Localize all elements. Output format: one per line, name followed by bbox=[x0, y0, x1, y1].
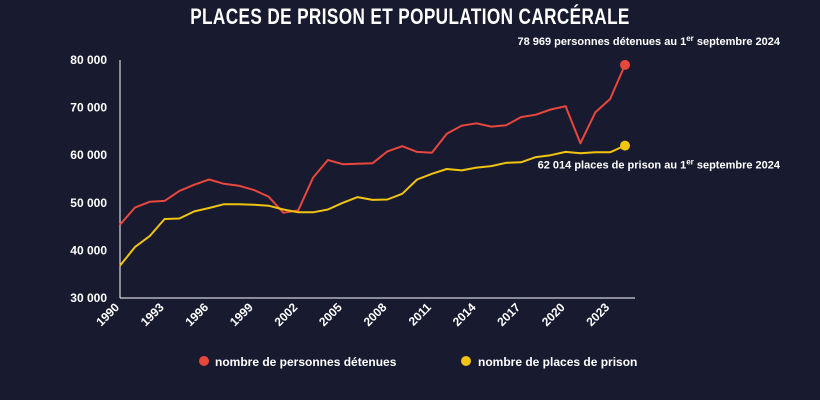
x-tick-label: 2014 bbox=[450, 300, 479, 329]
legend-marker-detenus bbox=[199, 356, 209, 366]
y-tick-label: 60 000 bbox=[70, 148, 107, 162]
legend: nombre de personnes détenues nombre de p… bbox=[199, 355, 637, 369]
legend-label-places: nombre de places de prison bbox=[478, 355, 637, 369]
x-tick-label: 2002 bbox=[272, 300, 301, 329]
annotation-layer: 78 969 personnes détenues au 1er septemb… bbox=[517, 34, 780, 172]
series-line-0 bbox=[119, 64, 626, 226]
annotation-1: 62 014 places de prison au 1er septembre… bbox=[538, 158, 781, 172]
x-tick-label: 2011 bbox=[406, 300, 435, 329]
x-tick-label: 2017 bbox=[494, 300, 523, 329]
y-tick-label: 40 000 bbox=[70, 243, 107, 257]
y-tick-label: 70 000 bbox=[70, 101, 107, 115]
x-tick-label: 1993 bbox=[138, 300, 167, 329]
series-end-point-0 bbox=[620, 59, 630, 70]
series-line-1 bbox=[119, 144, 626, 267]
y-tick-label: 80 000 bbox=[70, 53, 107, 67]
y-tick-label: 50 000 bbox=[70, 196, 107, 210]
annotation-0: 78 969 personnes détenues au 1er septemb… bbox=[517, 34, 780, 48]
x-tick-label: 2005 bbox=[316, 300, 345, 329]
series-end-point-1 bbox=[620, 140, 630, 151]
chart-title: PLACES DE PRISON ET POPULATION CARCÉRALE bbox=[190, 4, 630, 29]
series-layer bbox=[119, 59, 630, 267]
x-tick-label: 2008 bbox=[361, 300, 390, 329]
x-axis-ticks: 1990 1993 1996 1999 2002 2005 2008 2011 2014 2017… bbox=[93, 300, 612, 329]
x-tick-label: 1996 bbox=[182, 300, 211, 329]
legend-marker-places bbox=[461, 356, 471, 366]
y-tick-label: 30 000 bbox=[70, 291, 107, 305]
x-tick-label: 2023 bbox=[583, 300, 612, 329]
x-tick-label: 2020 bbox=[539, 300, 568, 329]
legend-label-detenus: nombre de personnes détenues bbox=[215, 355, 397, 369]
x-tick-label: 1999 bbox=[227, 300, 256, 329]
y-axis-ticks: 30 000 40 000 50 000 60 000 70 000 80 000 bbox=[70, 53, 107, 305]
